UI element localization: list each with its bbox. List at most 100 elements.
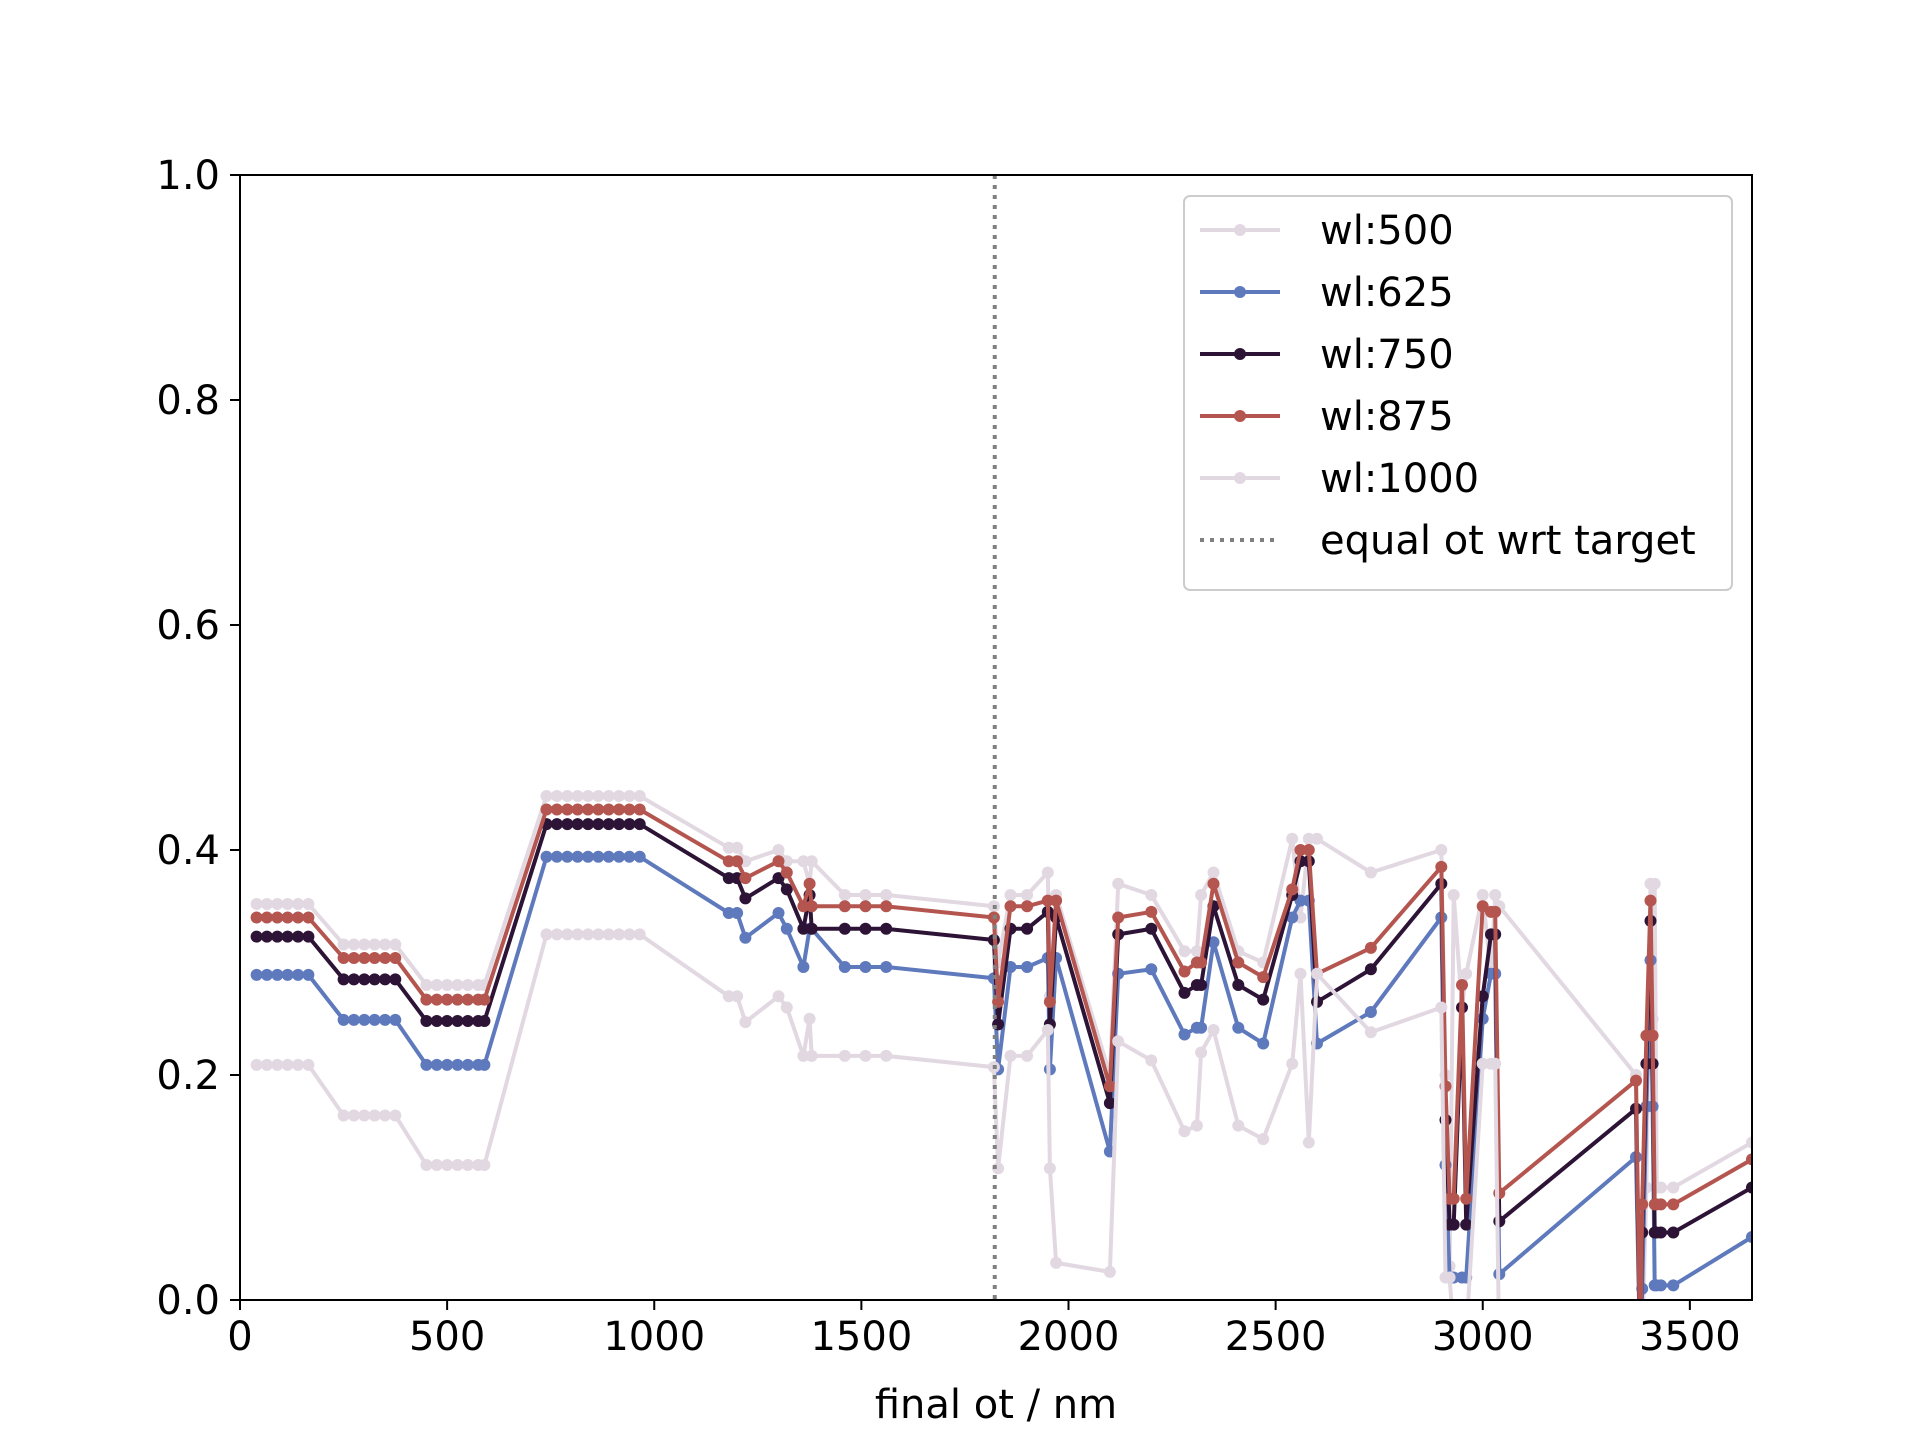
data-point bbox=[281, 1058, 294, 1071]
data-point bbox=[260, 1058, 273, 1071]
data-point bbox=[859, 922, 872, 935]
data-point bbox=[880, 889, 893, 901]
data-point bbox=[731, 990, 744, 1003]
data-point bbox=[337, 1109, 350, 1122]
data-point bbox=[420, 979, 433, 991]
data-point bbox=[1207, 866, 1220, 879]
data-point bbox=[780, 922, 793, 935]
data-point bbox=[271, 968, 284, 981]
data-point bbox=[441, 1159, 454, 1171]
data-point bbox=[478, 1015, 491, 1027]
series-line bbox=[256, 807, 1752, 1300]
data-point bbox=[1257, 1037, 1270, 1050]
data-point bbox=[838, 961, 851, 973]
series-layer bbox=[250, 790, 1752, 1300]
data-point bbox=[441, 993, 454, 1006]
data-point bbox=[772, 844, 785, 856]
data-point bbox=[451, 1058, 464, 1071]
data-point bbox=[1021, 922, 1034, 935]
x-axis-label: final ot / nm bbox=[875, 1382, 1117, 1428]
data-point bbox=[302, 898, 315, 910]
data-point bbox=[1112, 877, 1125, 890]
data-point bbox=[1630, 1074, 1642, 1087]
data-point bbox=[379, 1109, 391, 1122]
data-point bbox=[838, 900, 851, 913]
data-point bbox=[250, 911, 263, 924]
data-point bbox=[1364, 963, 1377, 976]
series-line bbox=[256, 794, 1752, 1300]
data-point bbox=[550, 850, 563, 863]
data-point bbox=[780, 883, 793, 896]
data-point bbox=[1286, 883, 1299, 896]
data-point bbox=[592, 803, 605, 816]
data-point bbox=[347, 938, 360, 951]
data-point bbox=[1746, 1181, 1752, 1194]
data-point bbox=[430, 1015, 443, 1027]
data-point bbox=[613, 928, 625, 941]
data-point bbox=[281, 898, 294, 910]
data-point bbox=[337, 973, 350, 986]
data-point bbox=[368, 1109, 381, 1122]
data-point bbox=[1232, 1021, 1245, 1034]
data-point bbox=[602, 850, 615, 863]
data-point bbox=[1257, 993, 1270, 1006]
series-wl-1000 bbox=[250, 928, 1502, 1300]
data-point bbox=[260, 968, 273, 981]
data-point bbox=[1746, 1153, 1752, 1166]
data-point bbox=[1302, 1136, 1315, 1149]
data-point bbox=[250, 1058, 263, 1071]
data-point bbox=[633, 818, 646, 831]
data-point bbox=[271, 911, 284, 924]
data-point bbox=[1654, 1198, 1667, 1211]
y-tick-label: 0.2 bbox=[156, 1053, 220, 1099]
data-point bbox=[613, 850, 625, 863]
legend-label: wl:625 bbox=[1320, 270, 1454, 316]
data-point bbox=[780, 855, 793, 868]
legend-entry: wl:625 bbox=[1200, 270, 1454, 316]
legend-marker bbox=[1234, 410, 1246, 422]
data-point bbox=[379, 973, 391, 986]
data-point bbox=[859, 1049, 872, 1062]
data-point bbox=[1294, 967, 1307, 980]
data-point bbox=[389, 1109, 402, 1122]
data-point bbox=[1207, 936, 1220, 949]
data-point bbox=[389, 952, 402, 964]
data-point bbox=[1364, 1026, 1377, 1039]
data-point bbox=[1050, 894, 1063, 907]
legend-entry: wl:500 bbox=[1200, 208, 1454, 254]
data-point bbox=[1257, 971, 1270, 984]
data-point bbox=[1195, 979, 1208, 991]
data-point bbox=[739, 1016, 752, 1029]
data-point bbox=[623, 928, 636, 941]
data-point bbox=[571, 928, 584, 941]
data-point bbox=[602, 790, 615, 802]
legend-frame bbox=[1183, 195, 1733, 591]
data-point bbox=[430, 1058, 443, 1071]
data-point bbox=[623, 850, 636, 863]
legend-entry: wl:875 bbox=[1200, 394, 1454, 440]
data-point bbox=[540, 803, 553, 816]
data-point bbox=[1667, 1198, 1680, 1211]
data-point bbox=[838, 922, 851, 935]
data-point bbox=[1447, 1218, 1460, 1231]
data-point bbox=[1195, 1021, 1208, 1034]
data-point bbox=[592, 850, 605, 863]
data-point bbox=[358, 952, 371, 964]
data-point bbox=[430, 1159, 443, 1171]
x-tick-label: 0 bbox=[227, 1314, 252, 1360]
data-point bbox=[260, 911, 273, 924]
data-point bbox=[739, 892, 752, 905]
data-point bbox=[803, 1012, 816, 1025]
data-point bbox=[1232, 1119, 1245, 1132]
data-point bbox=[1041, 866, 1054, 879]
axes-layer: 0 500 1000 1500 2000 2500 3000 3500 0.0 0.2 0.4 0.6… bbox=[156, 153, 1740, 1360]
legend-entry: wl:1000 bbox=[1200, 456, 1479, 502]
data-point bbox=[1178, 986, 1191, 999]
data-point bbox=[722, 855, 735, 868]
data-point bbox=[1145, 889, 1158, 901]
data-point bbox=[292, 930, 304, 943]
data-point bbox=[1286, 1057, 1299, 1070]
data-point bbox=[582, 803, 594, 816]
data-point bbox=[1178, 965, 1191, 978]
data-point bbox=[722, 872, 735, 885]
